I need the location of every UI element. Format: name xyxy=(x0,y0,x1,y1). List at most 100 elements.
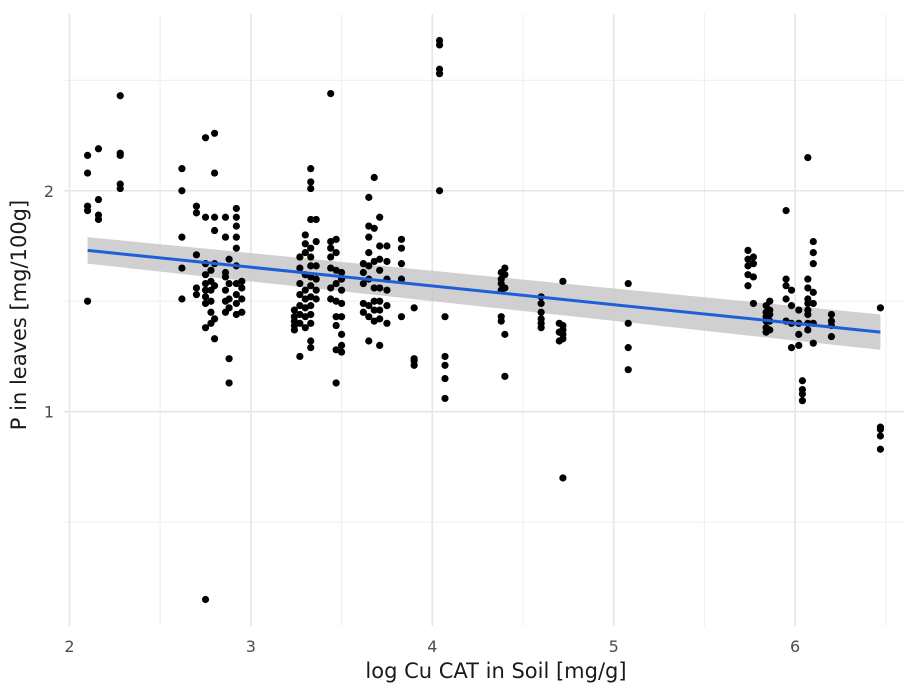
data-point xyxy=(192,202,201,210)
data-point xyxy=(782,207,790,215)
data-point xyxy=(441,374,449,383)
data-point xyxy=(441,394,449,403)
data-point xyxy=(307,319,315,327)
trend-line xyxy=(87,248,881,334)
data-point xyxy=(290,326,299,334)
data-point xyxy=(376,341,384,350)
data-point xyxy=(798,377,807,385)
data-point xyxy=(94,195,103,204)
data-point xyxy=(210,169,219,177)
data-point xyxy=(501,372,509,380)
x-axis-title: log Cu CAT in Soil [mg/g] xyxy=(365,659,626,683)
data-point xyxy=(307,344,315,352)
data-point xyxy=(327,89,335,98)
data-point xyxy=(809,299,817,308)
data-point xyxy=(365,233,373,241)
data-point xyxy=(201,134,210,142)
data-point xyxy=(787,344,796,352)
data-point xyxy=(376,297,384,305)
data-point xyxy=(559,335,567,343)
data-point xyxy=(307,273,315,281)
trend-line-layer xyxy=(87,248,881,334)
data-point xyxy=(296,253,304,261)
data-point xyxy=(210,282,219,290)
data-point xyxy=(83,207,92,215)
data-point xyxy=(383,319,391,327)
data-point xyxy=(307,302,315,310)
data-point xyxy=(337,313,346,321)
data-point xyxy=(210,213,219,221)
data-point xyxy=(370,317,378,325)
data-point xyxy=(497,317,505,325)
data-point xyxy=(804,275,812,283)
data-point xyxy=(804,154,812,162)
data-point xyxy=(307,184,315,193)
data-point xyxy=(94,215,103,224)
data-point xyxy=(116,151,124,160)
data-point xyxy=(178,165,186,173)
data-point xyxy=(178,295,186,303)
data-point xyxy=(795,341,803,350)
data-point xyxy=(210,335,219,343)
data-point xyxy=(301,304,309,312)
y-tick-label: 2 xyxy=(44,182,54,201)
data-point xyxy=(201,213,210,221)
data-point xyxy=(332,313,340,321)
data-point xyxy=(312,286,320,294)
data-point xyxy=(766,297,774,305)
data-point xyxy=(537,308,545,316)
data-point xyxy=(225,255,233,263)
data-point xyxy=(749,299,758,308)
data-point xyxy=(307,215,315,224)
data-point xyxy=(83,297,92,305)
data-point xyxy=(301,249,309,257)
data-point xyxy=(624,319,632,327)
data-point xyxy=(221,233,230,241)
data-point xyxy=(337,348,346,356)
data-point xyxy=(307,244,315,252)
data-point xyxy=(397,235,406,243)
data-point xyxy=(225,304,233,312)
data-point xyxy=(225,279,233,288)
data-point xyxy=(201,286,210,294)
data-point xyxy=(221,286,230,294)
data-point xyxy=(501,264,509,272)
confidence-band-layer xyxy=(87,237,881,350)
y-axis-title: P in leaves [mg/100g] xyxy=(7,200,31,430)
data-point xyxy=(301,231,309,239)
data-point xyxy=(337,286,346,294)
data-point xyxy=(809,249,817,257)
data-point xyxy=(296,352,304,361)
data-point xyxy=(238,277,246,285)
data-point xyxy=(178,264,186,272)
x-tick-label: 4 xyxy=(427,637,437,656)
data-point xyxy=(744,271,752,279)
data-point xyxy=(232,310,240,319)
data-point xyxy=(376,315,384,323)
data-point xyxy=(192,251,201,259)
data-point xyxy=(207,297,215,305)
data-point xyxy=(559,277,567,285)
confidence-band xyxy=(87,237,881,350)
data-point xyxy=(201,279,210,288)
data-point xyxy=(207,266,215,274)
data-point xyxy=(787,302,796,310)
data-point xyxy=(370,257,378,266)
data-point xyxy=(210,129,219,137)
data-point xyxy=(201,293,210,301)
data-point xyxy=(370,284,378,292)
data-point xyxy=(83,151,92,160)
data-point xyxy=(225,355,233,363)
data-point xyxy=(787,286,796,294)
data-point xyxy=(376,255,384,263)
data-point xyxy=(201,299,210,308)
data-point xyxy=(359,279,367,288)
data-point xyxy=(383,302,391,310)
data-point xyxy=(441,352,449,361)
data-point xyxy=(232,213,240,221)
data-point xyxy=(296,302,304,310)
data-point xyxy=(876,425,885,433)
data-point xyxy=(744,262,752,270)
data-point xyxy=(798,397,807,405)
